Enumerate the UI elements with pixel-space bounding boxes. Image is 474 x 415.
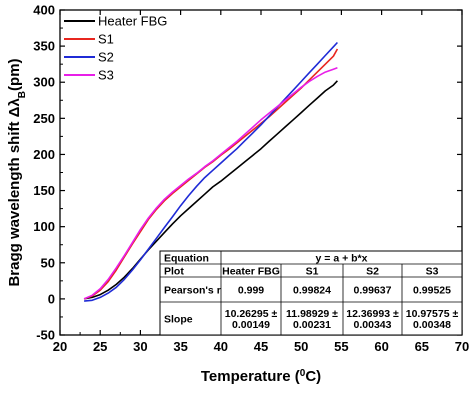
- y-axis-title: Bragg wavelength shift ΔλB(pm): [6, 58, 28, 286]
- table-cell: S1: [306, 266, 319, 278]
- y-tick-label: 50: [41, 255, 55, 270]
- x-tick-label: 70: [455, 339, 469, 354]
- x-tick-label: 45: [254, 339, 268, 354]
- x-tick-label: 50: [294, 339, 308, 354]
- table-cell: y = a + b*x: [316, 253, 368, 265]
- y-tick-label: 0: [48, 291, 55, 306]
- table-cell: 0.99525: [413, 285, 451, 297]
- y-tick-label: -50: [36, 328, 55, 343]
- x-axis-title: Temperature (0C): [201, 368, 321, 386]
- table-cell: S2: [366, 266, 379, 278]
- y-tick-label: 200: [33, 147, 55, 162]
- table-cell: 0.99637: [354, 285, 392, 297]
- table-cell: Slope: [164, 314, 193, 326]
- legend-label: S1: [98, 32, 114, 47]
- axes: 20 25 30 35 40 45 50 55 60 65 70 -50 0 50 100 150 200 250…: [33, 3, 469, 355]
- table-cell: Equation: [164, 253, 209, 265]
- x-tick-label: 25: [93, 339, 107, 354]
- y-tick-label: 350: [33, 39, 55, 54]
- stats-table: Equation y = a + b*x Plot Heater FBG S1 S2 S3 P…: [159, 250, 463, 336]
- table-cell: Heater FBG: [222, 266, 280, 278]
- table-cell: 0.00149: [232, 319, 270, 331]
- table-cell: 10.97575 ±: [406, 308, 459, 320]
- table-cell: 0.00348: [413, 319, 451, 331]
- series-line-s3: [83, 67, 338, 300]
- legend-label: S3: [98, 68, 114, 83]
- x-tick-label: 35: [173, 339, 187, 354]
- legend-label: S2: [98, 50, 114, 65]
- series-line-s2: [84, 41, 338, 302]
- table-cell: 0.99824: [293, 285, 331, 297]
- x-tick-label: 30: [133, 339, 147, 354]
- x-tick-label: 60: [374, 339, 388, 354]
- table-cell: Pearson's r: [164, 285, 221, 297]
- x-tick-label: 40: [214, 339, 228, 354]
- legend-label: Heater FBG: [98, 14, 167, 29]
- legend: Heater FBG S1 S2 S3: [64, 14, 167, 83]
- table-frame: [159, 250, 463, 336]
- table-cell: 10.26295 ±: [225, 308, 278, 320]
- series-layer: [83, 41, 339, 302]
- x-tick-label: 65: [415, 339, 429, 354]
- table-cell: 12.36993 ±: [346, 308, 399, 320]
- table-cell: S3: [426, 266, 439, 278]
- y-tick-label: 150: [33, 183, 55, 198]
- table-cell: 0.999: [238, 285, 264, 297]
- x-tick-label: 20: [53, 339, 67, 354]
- table-cell: 0.00343: [354, 319, 392, 331]
- y-tick-label: 250: [33, 111, 55, 126]
- table-cell: 11.98929 ±: [286, 308, 338, 320]
- series-line-heater-fbg: [83, 80, 338, 300]
- x-tick-label: 55: [334, 339, 348, 354]
- y-tick-label: 400: [33, 3, 55, 18]
- table-cell: 0.00231: [293, 319, 331, 331]
- table-cell: Plot: [164, 266, 184, 278]
- y-tick-label: 100: [33, 219, 55, 234]
- y-tick-label: 300: [33, 75, 55, 90]
